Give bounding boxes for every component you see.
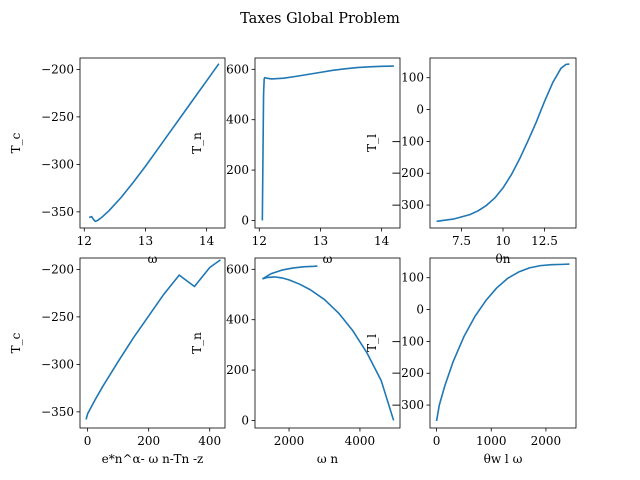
x-axis-label: θn <box>496 252 511 266</box>
subplot-6: 0 1000 2000 −300 −200 −100 0 100 θw l ω T_l <box>365 257 577 466</box>
x-tick-label: 400 <box>198 434 221 448</box>
y-tick-label: 400 <box>226 113 249 127</box>
y-tick-label: −250 <box>41 110 74 124</box>
axes-frame <box>79 257 226 429</box>
x-tick-label: 10 <box>495 234 510 248</box>
axes-frame <box>429 57 577 229</box>
subplot-4: 0 200 400 −350 −300 −250 −200 e*n^α- ω n-Tn -z T… <box>9 257 226 466</box>
x-tick-label: 13 <box>138 234 153 248</box>
y-tick-label: 600 <box>226 62 249 76</box>
y-tick-label: −200 <box>391 366 424 380</box>
x-tick-label: 200 <box>137 434 160 448</box>
y-tick-label: 600 <box>226 262 249 276</box>
y-tick-label: 200 <box>226 363 249 377</box>
x-tick-label: 12.5 <box>531 234 558 248</box>
y-axis-label: T_l <box>365 334 379 352</box>
x-tick-label: 14 <box>374 234 390 248</box>
y-tick-label: −300 <box>41 357 74 371</box>
y-tick-label: 0 <box>416 103 424 117</box>
axes-frame <box>79 57 226 229</box>
x-tick-label: 4000 <box>345 434 376 448</box>
series-line-3 <box>436 63 570 223</box>
series-line-6 <box>435 263 570 422</box>
x-tick-label: 12 <box>252 234 267 248</box>
y-tick-label: −100 <box>391 134 424 148</box>
x-tick-label: 2000 <box>274 434 305 448</box>
axes-frame <box>429 257 577 429</box>
x-tick-label: 1000 <box>476 434 507 448</box>
x-axis-label: θw l ω <box>484 452 523 466</box>
x-axis-label: ω <box>323 252 333 266</box>
series-line-2 <box>261 65 394 221</box>
y-axis-label: T_n <box>190 332 204 354</box>
x-axis-label: ω n <box>317 452 339 466</box>
y-tick-label: 200 <box>226 163 249 177</box>
axes-frame <box>254 57 401 229</box>
y-tick-label: 100 <box>401 71 424 85</box>
y-axis-label: T_n <box>190 132 204 154</box>
y-tick-label: −300 <box>391 398 424 412</box>
series-line-upper-5 <box>262 265 318 280</box>
series-line-1 <box>88 63 220 223</box>
x-tick-label: 0 <box>433 434 441 448</box>
figure-title: Taxes Global Problem <box>240 11 400 27</box>
x-tick-label: 14 <box>199 234 215 248</box>
y-tick-label: −200 <box>391 166 424 180</box>
subplot-2: 12 13 14 0 200 400 600 ω T_n <box>190 57 401 266</box>
x-tick-label: 12 <box>77 234 92 248</box>
subplot-5: 2000 4000 0 200 400 600 ω n T_n <box>190 257 401 466</box>
x-tick-label: 7.5 <box>452 234 471 248</box>
subplot-3: 7.5 10 12.5 −300 −200 −100 0 100 θn T_l <box>365 57 577 266</box>
y-tick-label: 0 <box>241 213 249 227</box>
x-tick-label: 0 <box>84 434 92 448</box>
y-tick-label: 0 <box>416 303 424 317</box>
x-axis-label: e*n^α- ω n-Tn -z <box>102 452 204 466</box>
y-tick-label: 400 <box>226 313 249 327</box>
y-axis-label: T_l <box>365 134 379 152</box>
x-axis-label: ω <box>148 252 158 266</box>
series-line-4 <box>85 259 221 420</box>
y-tick-label: 0 <box>241 413 249 427</box>
subplot-1: 12 13 14 −350 −300 −250 −200 ω T_c <box>9 57 226 266</box>
y-tick-label: −300 <box>41 157 74 171</box>
y-tick-label: −300 <box>391 198 424 212</box>
x-tick-label: 2000 <box>531 434 562 448</box>
y-tick-label: −200 <box>41 62 74 76</box>
x-tick-label: 13 <box>313 234 328 248</box>
y-tick-label: 100 <box>401 271 424 285</box>
y-tick-label: −200 <box>41 262 74 276</box>
y-axis-label: T_c <box>9 332 23 353</box>
y-tick-label: −250 <box>41 310 74 324</box>
y-tick-label: −100 <box>391 334 424 348</box>
y-axis-label: T_c <box>9 132 23 153</box>
series-line-5 <box>262 276 395 421</box>
y-tick-label: −350 <box>41 405 74 419</box>
axes-frame <box>254 257 401 429</box>
y-tick-label: −350 <box>41 205 74 219</box>
